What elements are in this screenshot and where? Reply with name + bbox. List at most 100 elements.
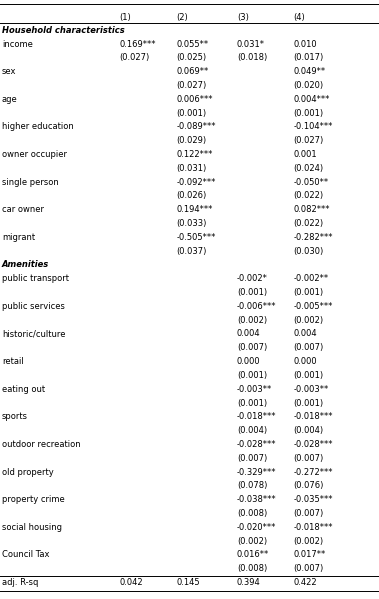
- Text: 0.042: 0.042: [119, 578, 143, 587]
- Text: 0.017**: 0.017**: [294, 550, 326, 559]
- Text: -0.018***: -0.018***: [294, 523, 333, 532]
- Text: -0.003**: -0.003**: [237, 385, 272, 394]
- Text: (0.001): (0.001): [294, 398, 324, 407]
- Text: (0.024): (0.024): [294, 164, 324, 173]
- Text: public transport: public transport: [2, 274, 69, 283]
- Text: old property: old property: [2, 468, 54, 477]
- Text: (0.004): (0.004): [294, 426, 324, 435]
- Text: (0.001): (0.001): [237, 288, 267, 297]
- Text: sports: sports: [2, 412, 28, 421]
- Text: (0.007): (0.007): [294, 454, 324, 463]
- Text: -0.505***: -0.505***: [176, 233, 216, 242]
- Text: (0.025): (0.025): [176, 53, 206, 62]
- Text: 0.082***: 0.082***: [294, 205, 330, 214]
- Text: 0.000: 0.000: [294, 357, 317, 366]
- Text: migrant: migrant: [2, 233, 35, 242]
- Text: -0.002*: -0.002*: [237, 274, 268, 283]
- Text: Amenities: Amenities: [2, 261, 49, 270]
- Text: (0.030): (0.030): [294, 247, 324, 256]
- Text: (0.007): (0.007): [294, 343, 324, 352]
- Text: (0.002): (0.002): [237, 537, 267, 546]
- Text: (0.007): (0.007): [237, 454, 267, 463]
- Text: (0.027): (0.027): [176, 81, 207, 90]
- Text: retail: retail: [2, 357, 23, 366]
- Text: -0.018***: -0.018***: [237, 412, 276, 421]
- Text: property crime: property crime: [2, 495, 65, 504]
- Text: income: income: [2, 40, 33, 49]
- Text: (0.017): (0.017): [294, 53, 324, 62]
- Text: -0.003**: -0.003**: [294, 385, 329, 394]
- Text: -0.282***: -0.282***: [294, 233, 333, 242]
- Text: (0.008): (0.008): [237, 564, 267, 573]
- Text: 0.145: 0.145: [176, 578, 200, 587]
- Text: (0.002): (0.002): [294, 537, 324, 546]
- Text: (0.002): (0.002): [294, 316, 324, 325]
- Text: -0.020***: -0.020***: [237, 523, 276, 532]
- Text: (0.001): (0.001): [176, 108, 206, 117]
- Text: (0.002): (0.002): [237, 316, 267, 325]
- Text: (0.076): (0.076): [294, 482, 324, 491]
- Text: (0.020): (0.020): [294, 81, 324, 90]
- Text: -0.089***: -0.089***: [176, 122, 216, 131]
- Text: 0.194***: 0.194***: [176, 205, 213, 214]
- Text: 0.169***: 0.169***: [119, 40, 156, 49]
- Text: 0.010: 0.010: [294, 40, 317, 49]
- Text: (0.078): (0.078): [237, 482, 267, 491]
- Text: 0.049**: 0.049**: [294, 67, 326, 76]
- Text: 0.422: 0.422: [294, 578, 317, 587]
- Text: -0.035***: -0.035***: [294, 495, 333, 504]
- Text: eating out: eating out: [2, 385, 45, 394]
- Text: 0.006***: 0.006***: [176, 95, 213, 104]
- Text: (2): (2): [176, 13, 188, 22]
- Text: -0.028***: -0.028***: [294, 440, 333, 449]
- Text: -0.028***: -0.028***: [237, 440, 276, 449]
- Text: single person: single person: [2, 178, 59, 187]
- Text: -0.038***: -0.038***: [237, 495, 277, 504]
- Text: (0.007): (0.007): [294, 564, 324, 573]
- Text: (0.033): (0.033): [176, 219, 207, 228]
- Text: 0.394: 0.394: [237, 578, 261, 587]
- Text: (0.031): (0.031): [176, 164, 207, 173]
- Text: Council Tax: Council Tax: [2, 550, 49, 559]
- Text: owner occupier: owner occupier: [2, 150, 67, 159]
- Text: -0.050**: -0.050**: [294, 178, 329, 187]
- Text: (0.037): (0.037): [176, 247, 207, 256]
- Text: -0.002**: -0.002**: [294, 274, 329, 283]
- Text: Household characteristics: Household characteristics: [2, 26, 125, 35]
- Text: car owner: car owner: [2, 205, 44, 214]
- Text: (0.007): (0.007): [237, 343, 267, 352]
- Text: (0.029): (0.029): [176, 136, 206, 145]
- Text: historic/culture: historic/culture: [2, 329, 66, 338]
- Text: 0.004: 0.004: [237, 329, 260, 338]
- Text: -0.104***: -0.104***: [294, 122, 333, 131]
- Text: (0.001): (0.001): [237, 371, 267, 380]
- Text: age: age: [2, 95, 18, 104]
- Text: (3): (3): [237, 13, 249, 22]
- Text: 0.055**: 0.055**: [176, 40, 208, 49]
- Text: (0.027): (0.027): [294, 136, 324, 145]
- Text: public services: public services: [2, 302, 65, 311]
- Text: (0.008): (0.008): [237, 509, 267, 518]
- Text: social housing: social housing: [2, 523, 62, 532]
- Text: 0.069**: 0.069**: [176, 67, 208, 76]
- Text: 0.000: 0.000: [237, 357, 260, 366]
- Text: (0.027): (0.027): [119, 53, 150, 62]
- Text: (0.018): (0.018): [237, 53, 267, 62]
- Text: (0.026): (0.026): [176, 192, 207, 201]
- Text: 0.004: 0.004: [294, 329, 317, 338]
- Text: (0.001): (0.001): [294, 108, 324, 117]
- Text: (1): (1): [119, 13, 131, 22]
- Text: -0.006***: -0.006***: [237, 302, 276, 311]
- Text: higher education: higher education: [2, 122, 74, 131]
- Text: (0.001): (0.001): [237, 398, 267, 407]
- Text: outdoor recreation: outdoor recreation: [2, 440, 80, 449]
- Text: (4): (4): [294, 13, 305, 22]
- Text: 0.001: 0.001: [294, 150, 317, 159]
- Text: -0.018***: -0.018***: [294, 412, 333, 421]
- Text: 0.016**: 0.016**: [237, 550, 269, 559]
- Text: 0.122***: 0.122***: [176, 150, 213, 159]
- Text: (0.001): (0.001): [294, 288, 324, 297]
- Text: -0.272***: -0.272***: [294, 468, 333, 477]
- Text: (0.004): (0.004): [237, 426, 267, 435]
- Text: (0.022): (0.022): [294, 219, 324, 228]
